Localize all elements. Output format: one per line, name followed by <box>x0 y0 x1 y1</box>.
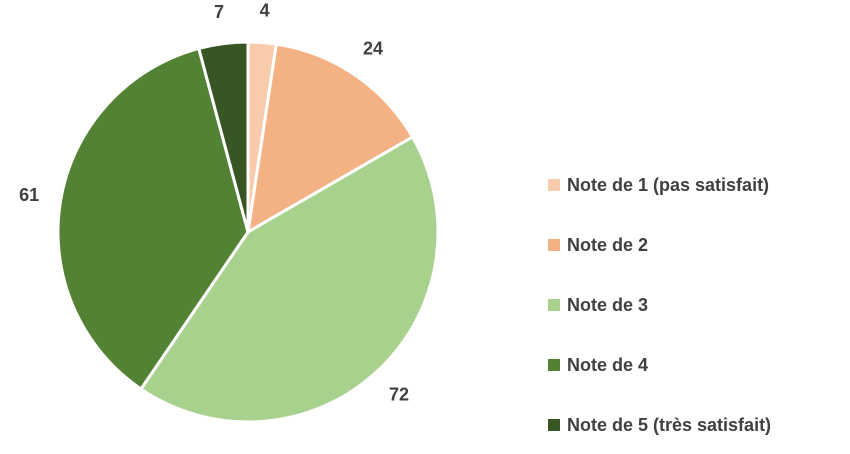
legend-label-5: Note de 5 (très satisfait) <box>567 415 771 435</box>
legend-swatch-2 <box>548 239 560 251</box>
legend: Note de 1 (pas satisfait) Note de 2 Note d… <box>548 175 771 435</box>
legend-label-1: Note de 1 (pas satisfait) <box>567 175 769 195</box>
legend-item-1: Note de 1 (pas satisfait) <box>548 175 769 195</box>
legend-label-2: Note de 2 <box>567 235 648 255</box>
data-label-1: 4 <box>260 1 270 21</box>
legend-item-5: Note de 5 (très satisfait) <box>548 415 771 435</box>
legend-label-4: Note de 4 <box>567 355 648 375</box>
data-label-5: 7 <box>214 2 224 22</box>
pie-slice-5 <box>197 40 250 234</box>
pie-data-labels: 4 24 72 61 7 <box>19 1 409 405</box>
data-label-4: 61 <box>19 185 39 205</box>
legend-swatch-4 <box>548 359 560 371</box>
legend-item-4: Note de 4 <box>548 355 648 375</box>
legend-swatch-3 <box>548 299 560 311</box>
legend-swatch-5 <box>548 419 560 431</box>
legend-item-3: Note de 3 <box>548 295 648 315</box>
data-label-3: 72 <box>389 385 409 405</box>
pie-slice-4 <box>56 46 250 391</box>
pie-slice-3 <box>139 135 440 424</box>
legend-swatch-1 <box>548 179 560 191</box>
pie-slices <box>56 40 440 424</box>
pie-slice-2 <box>246 42 415 234</box>
data-label-2: 24 <box>363 39 383 59</box>
legend-label-3: Note de 3 <box>567 295 648 315</box>
legend-item-2: Note de 2 <box>548 235 648 255</box>
